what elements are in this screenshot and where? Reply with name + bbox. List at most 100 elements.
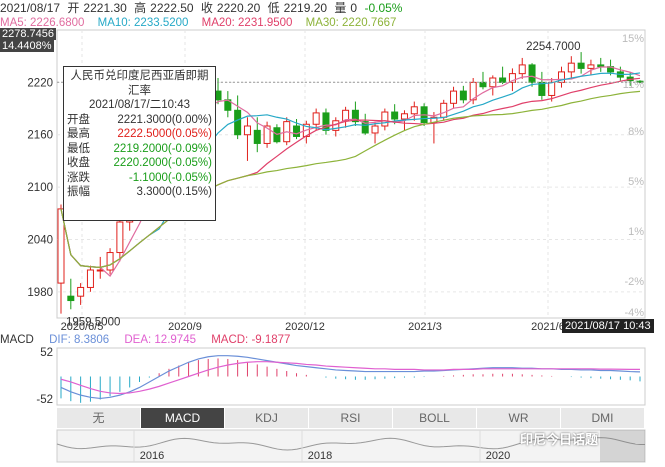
watermark: 印尼今日话题 — [520, 432, 599, 447]
y-right-tick-label: 5% — [628, 176, 644, 188]
candle-body — [508, 73, 516, 83]
candle-body — [479, 81, 487, 88]
header-low-label: 低 — [267, 1, 280, 15]
macd-title: MACD — [0, 334, 34, 346]
dea-line — [60, 361, 641, 395]
header-high: 2222.50 — [150, 1, 194, 15]
candle-body — [322, 112, 330, 131]
header-close-label: 收 — [200, 1, 213, 15]
candle-body — [391, 111, 399, 120]
candle-body — [312, 112, 320, 125]
candle-body — [577, 62, 585, 69]
ohlc-tooltip: 人民币兑印度尼西亚盾即期 汇率 2021/08/17/二10:43 开盘 2221… — [63, 66, 216, 221]
header-open: 2221.30 — [83, 1, 127, 15]
x-tick-label: 2020/6/5 — [61, 321, 104, 333]
candle-body — [293, 125, 301, 137]
ma10-line — [60, 72, 641, 268]
candle-body — [440, 102, 448, 118]
header-volume: 0 — [350, 1, 358, 15]
tooltip-row-value: 2222.5000(0.05%) — [117, 128, 212, 140]
header-open-label: 开 — [67, 1, 80, 15]
header-high-label: 高 — [134, 1, 147, 15]
ma10-label: MA10: 2233.5200 — [97, 17, 189, 29]
ma-legend: MA5: 2226.6800 MA10: 2233.5200 MA20: 223… — [0, 16, 665, 30]
tooltip-row-label: 振幅 — [67, 186, 90, 198]
x-tick-label: 2020/12 — [285, 321, 325, 333]
tooltip-row-label: 最低 — [67, 142, 90, 155]
tooltip-row: 涨跌 -1.1000(-0.05%) — [67, 171, 212, 186]
ma5-label: MA5: 2226.6800 — [0, 17, 85, 29]
indicator-tabs: 无 MACD KDJ RSI BOLL WR DMI — [57, 408, 645, 428]
navigator-window — [600, 430, 645, 462]
candle-body — [361, 121, 369, 134]
tooltip-row-value: 2221.3000(0.00%) — [117, 113, 212, 126]
header-date: 2021/08/17 — [0, 1, 61, 15]
tooltip-row-value: 2219.2000(-0.09%) — [113, 142, 212, 155]
candle-body — [381, 111, 389, 127]
y-right-tick-label: -2% — [624, 276, 644, 288]
candle-body — [410, 106, 418, 115]
navigator-year-label: 2016 — [140, 450, 164, 462]
tab-无[interactable]: 无 — [57, 408, 141, 428]
y-right-tick-label: 1% — [628, 226, 644, 238]
tooltip-row: 最低 2219.2000(-0.09%) — [67, 142, 212, 157]
candle-body — [342, 109, 350, 122]
cursor-date-label: 2021/08/17 10:43 — [562, 319, 654, 333]
candle-body — [459, 90, 467, 101]
max-pct-marker: 14.4408% — [0, 40, 54, 52]
y-tick-label: 1980 — [27, 287, 53, 299]
tab-dmi[interactable]: DMI — [561, 408, 645, 428]
candle-body — [597, 64, 605, 68]
high-annotation: 2254.7000 — [526, 41, 580, 53]
tab-kdj[interactable]: KDJ — [225, 408, 309, 428]
candle-body — [528, 64, 536, 83]
tooltip-title-2: 汇率 — [128, 84, 151, 97]
candle-body — [263, 125, 271, 144]
navigator-line — [56, 437, 646, 451]
tooltip-row-label: 收盘 — [67, 157, 90, 169]
y-right-tick-label: 8% — [628, 126, 644, 138]
candle-body — [351, 109, 359, 123]
x-tick-label: 2021/6 — [531, 321, 565, 333]
header-low: 2219.20 — [283, 1, 328, 15]
tooltip-row-value: 2220.2000(-0.05%) — [113, 157, 212, 169]
tab-rsi[interactable]: RSI — [309, 408, 393, 428]
x-tick-label: 2020/9 — [168, 321, 202, 333]
tab-boll[interactable]: BOLL — [393, 408, 477, 428]
macd-legend: MACD DIF: 8.3806 DEA: 12.9745 MACD: -9.1… — [0, 333, 665, 347]
tab-wr[interactable]: WR — [477, 408, 561, 428]
tooltip-row-label: 最高 — [67, 128, 90, 140]
candle-body — [234, 109, 242, 136]
y-tick-label: 2100 — [27, 182, 53, 194]
header-change: -0.05% — [364, 1, 403, 15]
y-tick-label: 2220 — [27, 77, 53, 89]
tooltip-title-1: 人民币兑印度尼西亚盾即期 — [70, 70, 209, 82]
candle-body — [253, 129, 261, 144]
header-volume-label: 量 — [334, 1, 347, 15]
candle-body — [548, 81, 556, 96]
y-right-tick-label: -4% — [624, 307, 644, 319]
tooltip-row: 开盘 2221.3000(0.00%) — [67, 113, 212, 128]
tooltip-row-label: 涨跌 — [67, 171, 90, 184]
macd-tick-label: 52 — [40, 347, 53, 359]
dea-label: DEA: 12.9745 — [124, 334, 196, 346]
candle-body — [400, 113, 408, 120]
navigator-year-label: 2020 — [486, 450, 510, 462]
candle-body — [587, 64, 595, 69]
tab-macd[interactable]: MACD — [141, 408, 225, 428]
candle-body — [106, 252, 114, 271]
navigator-frame — [56, 429, 646, 463]
candle-body — [518, 64, 526, 75]
tooltip-row: 最高 2222.5000(0.05%) — [67, 127, 212, 142]
tooltip-row: 收盘 2220.2000(-0.05%) — [67, 156, 212, 171]
ma30-label: MA30: 2220.7667 — [305, 17, 397, 29]
macd-plot-frame — [56, 347, 646, 406]
candle-body — [243, 125, 251, 136]
candle-body — [116, 221, 124, 254]
max-price-marker: 2278.7456 — [0, 28, 56, 40]
navigator-year-label: 2018 — [308, 450, 332, 462]
x-tick-label: 2021/3 — [408, 321, 442, 333]
candle-body — [567, 62, 575, 73]
ma20-label: MA20: 2231.9500 — [201, 17, 293, 29]
